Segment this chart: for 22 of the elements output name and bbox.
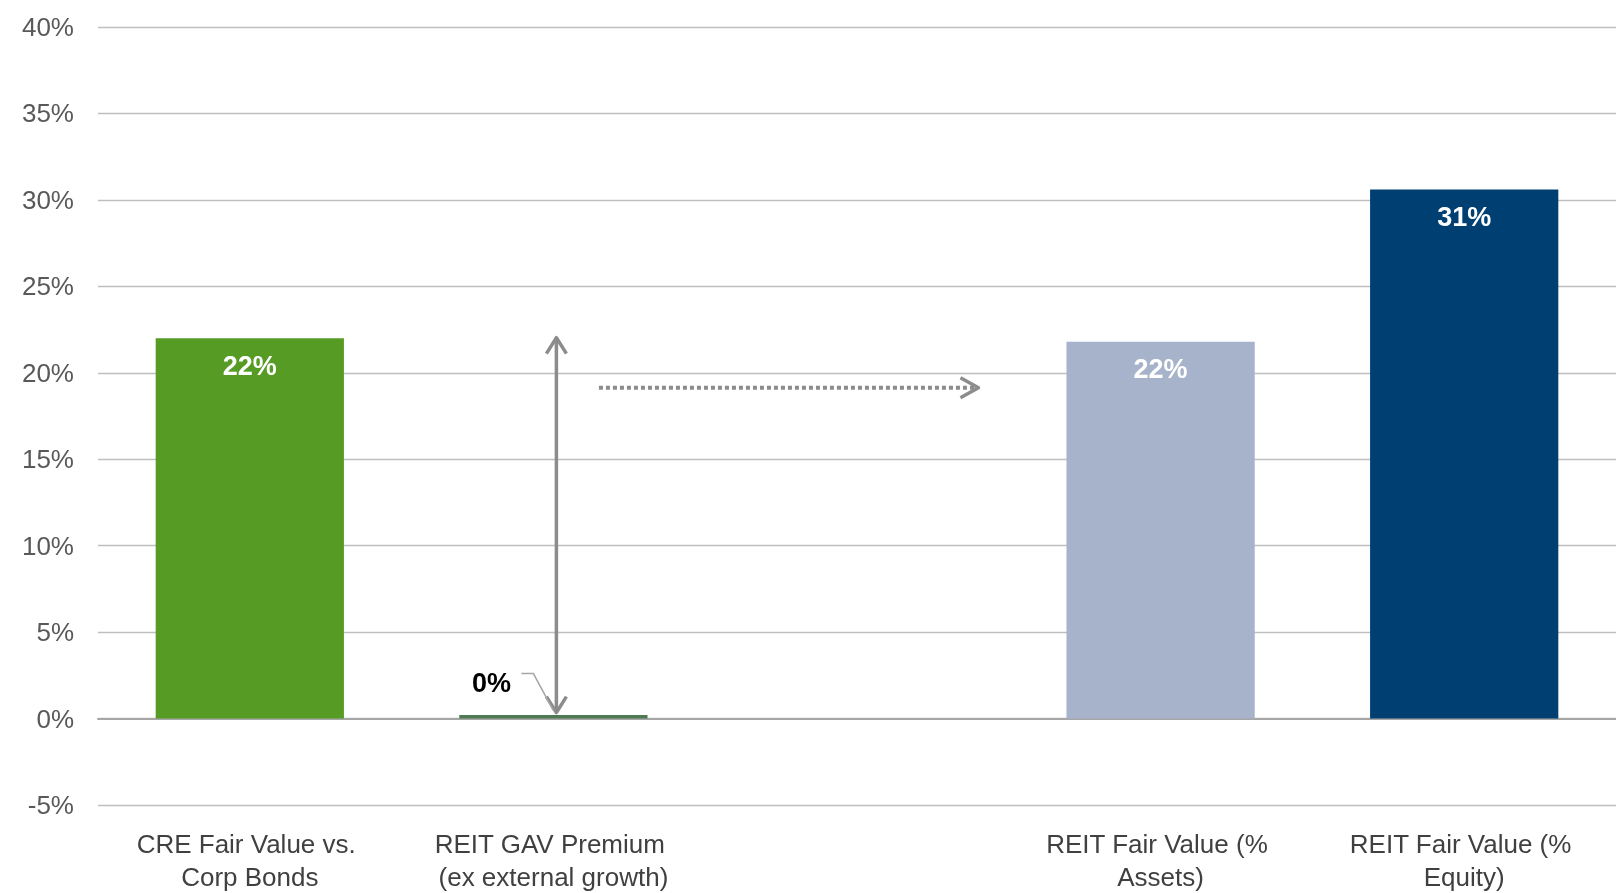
y-tick-label: -5% bbox=[27, 790, 74, 820]
y-tick-label: 0% bbox=[36, 703, 74, 734]
x-tick-label: CRE Fair Value vs. Corp Bonds bbox=[136, 828, 363, 892]
data-label: 22% bbox=[1133, 354, 1188, 385]
y-tick-label: 5% bbox=[36, 617, 74, 648]
y-tick-label: 20% bbox=[21, 357, 74, 388]
data-label: 31% bbox=[1437, 202, 1492, 233]
bar bbox=[1370, 189, 1559, 719]
y-tick-label: 15% bbox=[21, 444, 74, 475]
data-label: 0% bbox=[471, 667, 511, 698]
bar bbox=[1066, 341, 1255, 719]
bar bbox=[459, 715, 648, 719]
y-tick-label: 25% bbox=[21, 271, 74, 302]
y-tick-label: 30% bbox=[21, 184, 74, 215]
x-tick-label: REIT GAV Premium (ex external growth) bbox=[434, 828, 673, 892]
x-tick-label: REIT Fair Value (% Assets) bbox=[1046, 828, 1275, 892]
data-label: 22% bbox=[222, 350, 277, 381]
y-tick-label: 35% bbox=[21, 98, 74, 129]
x-tick-label: REIT Fair Value (% Equity) bbox=[1349, 828, 1579, 892]
y-tick-label: 10% bbox=[21, 530, 74, 561]
y-tick-label: 40% bbox=[21, 12, 74, 42]
bar bbox=[155, 338, 344, 719]
